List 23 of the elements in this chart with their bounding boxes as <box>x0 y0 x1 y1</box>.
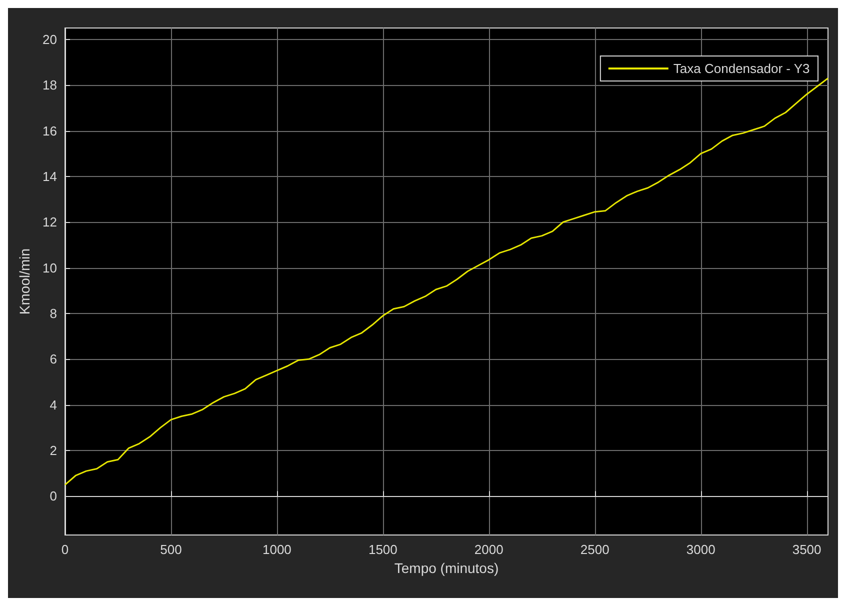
y-tick-label: 2 <box>50 443 57 458</box>
y-axis-title: Kmool/min <box>16 248 33 315</box>
y-tick-label: 10 <box>42 260 57 276</box>
x-tick-label: 1000 <box>262 542 292 557</box>
y-tick-label: 8 <box>50 306 57 321</box>
y-tick-label: 18 <box>42 78 57 93</box>
x-tick-label: 2500 <box>580 542 610 557</box>
y-tick-label: 14 <box>42 168 57 184</box>
y-tick-label: 0 <box>50 488 57 504</box>
x-tick-label: 3500 <box>792 542 822 557</box>
x-tick-label: 2000 <box>474 542 504 557</box>
x-tick-label: 500 <box>160 542 182 557</box>
x-tick-label: 0 <box>61 542 69 557</box>
y-tick-label: 12 <box>42 214 57 230</box>
legend-label: Taxa Condensador - Y3 <box>673 61 810 76</box>
x-tick-label: 1500 <box>368 542 398 557</box>
x-axis-title: Tempo (minutos) <box>394 560 499 576</box>
line-series <box>64 77 829 486</box>
y-tick-label: 4 <box>50 397 57 412</box>
x-tick-label: 3000 <box>686 542 716 557</box>
y-tick-label: 20 <box>42 32 57 47</box>
y-tick-label: 6 <box>50 352 57 367</box>
y-tick-label: 16 <box>42 123 57 138</box>
